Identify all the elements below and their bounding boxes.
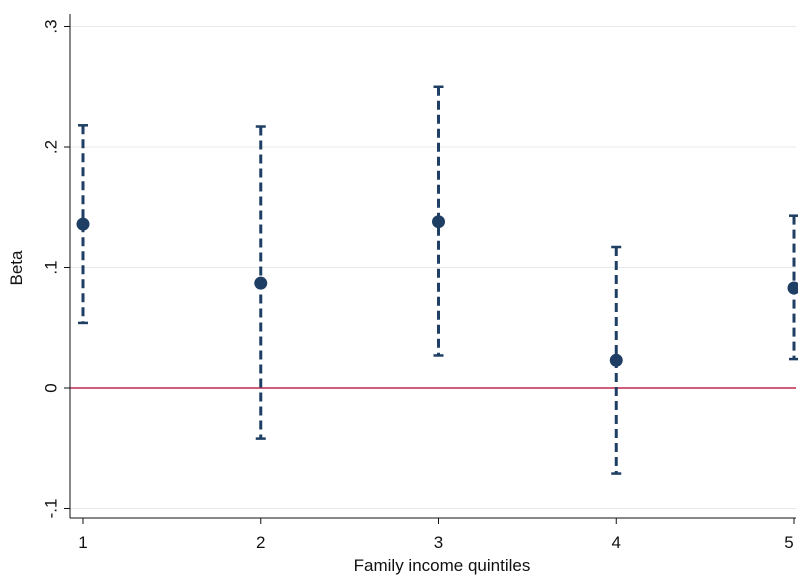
- point-estimate-marker: [76, 217, 90, 231]
- y-tick-label: .1: [41, 260, 60, 274]
- point-estimate-marker: [432, 215, 445, 229]
- y-axis-title: Beta: [7, 250, 26, 286]
- point-estimate-marker: [609, 353, 623, 367]
- x-tick-label: 4: [612, 533, 621, 552]
- x-tick-label: 5: [784, 533, 793, 552]
- gridlines: [70, 26, 796, 509]
- confidence-intervals: [78, 85, 798, 475]
- y-axis-ticks: -.1 0 .1 .2 .3: [41, 19, 70, 518]
- x-axis-title: Family income quintiles: [354, 556, 531, 575]
- x-tick-label: 1: [78, 533, 87, 552]
- point-estimate-marker: [254, 276, 268, 290]
- y-tick-label: .2: [41, 140, 60, 154]
- point-estimate-marker: [787, 281, 798, 295]
- x-tick-label: 3: [434, 533, 443, 552]
- x-tick-label: 2: [256, 533, 265, 552]
- y-tick-label: -.1: [41, 499, 60, 519]
- x-axis-ticks: 1 2 3 4 5: [78, 518, 795, 552]
- y-tick-label: 0: [41, 383, 60, 392]
- y-tick-label: .3: [41, 19, 60, 33]
- point-estimates: [76, 215, 798, 367]
